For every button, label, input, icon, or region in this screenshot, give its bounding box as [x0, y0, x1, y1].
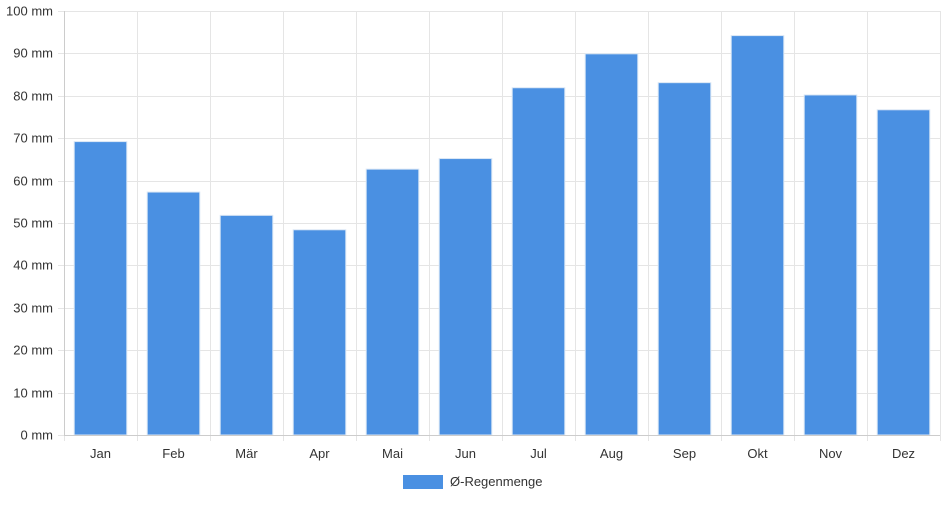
y-tick-label: 90 mm [13, 46, 53, 61]
bar-okt[interactable] [730, 35, 785, 436]
bar-apr[interactable] [292, 229, 347, 436]
legend-swatch[interactable] [403, 475, 443, 489]
bar-dez[interactable] [876, 109, 931, 436]
bar-jun[interactable] [438, 158, 493, 436]
x-tick-label: Dez [892, 446, 915, 461]
bar-aug[interactable] [584, 53, 639, 436]
x-tick-label: Nov [819, 446, 843, 461]
bar-jul[interactable] [511, 87, 566, 436]
x-tick-label: Feb [162, 446, 184, 461]
legend-label[interactable]: Ø-Regenmenge [450, 474, 543, 489]
x-tick-label: Aug [600, 446, 623, 461]
x-tick-label: Jun [455, 446, 476, 461]
x-tick-label: Mär [235, 446, 258, 461]
bar-series [73, 35, 931, 436]
legend[interactable]: Ø-Regenmenge [403, 474, 543, 489]
bar-mär[interactable] [219, 214, 274, 436]
x-tick-label: Jan [90, 446, 111, 461]
bar-mai[interactable] [365, 168, 420, 436]
y-tick-label: 10 mm [13, 386, 53, 401]
bar-feb[interactable] [146, 191, 201, 436]
y-tick-label: 20 mm [13, 343, 53, 358]
bar-jan[interactable] [73, 141, 128, 436]
x-tick-label: Okt [747, 446, 768, 461]
bar-sep[interactable] [657, 82, 712, 436]
y-tick-label: 100 mm [6, 4, 53, 19]
y-tick-label: 30 mm [13, 301, 53, 316]
x-tick-label: Apr [309, 446, 330, 461]
y-tick-label: 80 mm [13, 89, 53, 104]
x-tick-label: Sep [673, 446, 696, 461]
y-tick-label: 50 mm [13, 216, 53, 231]
x-tick-label: Mai [382, 446, 403, 461]
x-tick-label: Jul [530, 446, 547, 461]
y-tick-label: 60 mm [13, 174, 53, 189]
y-tick-label: 70 mm [13, 131, 53, 146]
bar-nov[interactable] [803, 94, 858, 436]
y-tick-label: 40 mm [13, 258, 53, 273]
y-axis: 0 mm 10 mm 20 mm 30 mm 40 mm 50 mm 60 mm 70 mm 8… [6, 4, 65, 443]
x-axis: Jan Feb Mär Apr Mai Jun Jul Aug Sep Okt Nov Dez [64, 435, 940, 461]
y-tick-label: 0 mm [21, 428, 54, 443]
